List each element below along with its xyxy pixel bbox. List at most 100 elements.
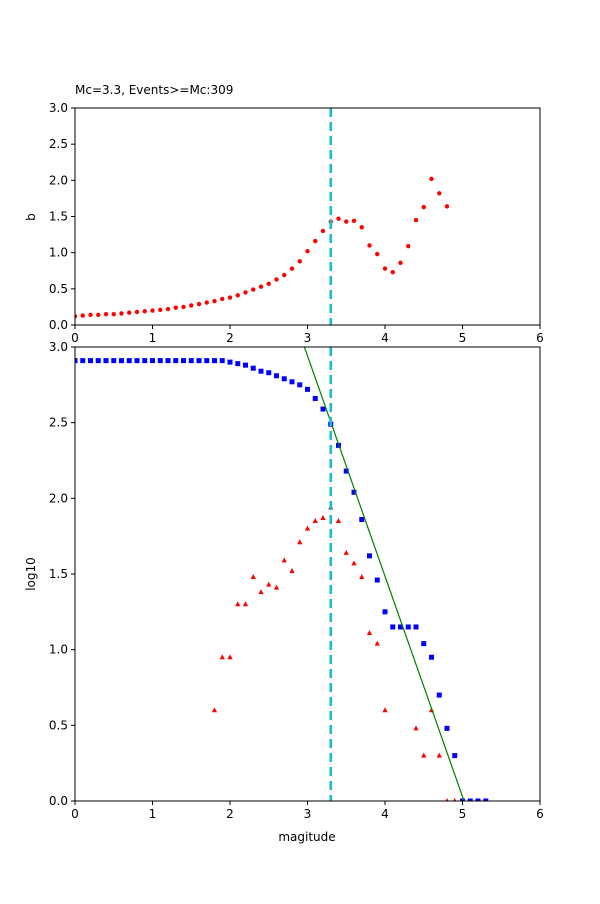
x-tick-label: 6 — [536, 331, 544, 345]
magnitude-frequency-plot: log10 magitude 0 1 2 3 4 5 6 0.0 0.5 1.0 1.5 2.0 2.5… — [24, 340, 544, 844]
fit-line — [303, 347, 465, 801]
bottom-plot-x-label: magitude — [278, 830, 335, 844]
data-point — [366, 630, 373, 636]
x-tick-label: 5 — [459, 331, 467, 345]
plot-marks — [75, 176, 450, 319]
data-point — [436, 692, 442, 698]
data-point — [119, 358, 124, 364]
data-point — [266, 281, 271, 286]
data-point — [475, 798, 481, 801]
data-point — [266, 581, 272, 587]
data-point — [374, 577, 380, 583]
data-point — [460, 798, 465, 801]
data-point — [312, 395, 318, 401]
data-point — [359, 225, 364, 230]
top-plot-y-label: b — [24, 213, 38, 221]
data-point — [88, 358, 93, 364]
data-point — [398, 624, 403, 630]
data-point — [150, 358, 155, 364]
data-point — [297, 539, 303, 545]
data-point — [111, 311, 116, 317]
y-tick-label: 1.5 — [49, 210, 68, 224]
data-point — [483, 798, 489, 801]
y-tick-label: 1.0 — [49, 643, 68, 657]
data-point — [134, 309, 140, 315]
data-point — [405, 624, 411, 630]
b-value-plot: Mc=3.3, Events>=Mc:309 b 0 1 2 3 4 5 6 0.0 0.5 1.… — [24, 83, 544, 345]
data-point — [189, 303, 194, 308]
data-point — [444, 725, 450, 731]
data-point — [88, 312, 93, 318]
x-tick-label: 1 — [149, 807, 157, 821]
data-point — [119, 311, 124, 316]
data-point — [196, 301, 202, 307]
x-tick-label: 3 — [304, 807, 312, 821]
x-tick-label: 6 — [536, 807, 544, 821]
data-point — [390, 269, 395, 275]
data-point — [344, 219, 349, 224]
data-point — [444, 204, 450, 209]
data-point — [235, 293, 240, 298]
data-point — [227, 359, 233, 365]
data-point — [320, 515, 326, 521]
data-point — [413, 624, 419, 630]
data-point — [313, 238, 318, 244]
data-point — [282, 272, 287, 278]
data-point — [382, 707, 388, 713]
data-point — [413, 725, 419, 731]
x-tick-label: 1 — [149, 331, 157, 345]
data-point — [320, 228, 326, 234]
data-point — [204, 300, 209, 305]
data-point — [181, 358, 186, 364]
y-tick-label: 2.5 — [49, 416, 68, 430]
data-point — [335, 518, 342, 524]
data-point — [103, 311, 109, 317]
y-tick-label: 0.5 — [49, 282, 68, 296]
data-point — [243, 290, 248, 295]
data-point — [281, 557, 287, 563]
top-plot-frame — [74, 107, 541, 326]
data-point — [158, 307, 163, 313]
data-point — [452, 753, 458, 759]
data-point — [243, 362, 248, 368]
data-point — [336, 216, 341, 221]
data-point — [219, 654, 225, 660]
data-point — [274, 277, 279, 282]
data-point — [181, 304, 186, 310]
data-point — [305, 386, 310, 392]
data-point — [421, 641, 427, 647]
bottom-plot-frame — [74, 346, 541, 802]
data-point — [150, 308, 155, 313]
data-point — [173, 305, 178, 310]
plot-marks — [75, 347, 489, 801]
y-tick-label: 1.5 — [49, 567, 68, 581]
data-point — [165, 306, 171, 312]
data-point — [227, 654, 233, 660]
data-point — [142, 309, 147, 314]
data-point — [398, 260, 403, 265]
data-point — [212, 298, 217, 304]
x-tick-label: 2 — [226, 331, 234, 345]
data-point — [351, 218, 357, 224]
data-point — [96, 312, 101, 318]
x-tick-label: 0 — [71, 331, 79, 345]
data-point — [227, 295, 233, 300]
data-point — [351, 560, 357, 566]
data-point — [220, 296, 225, 302]
data-point — [188, 358, 194, 364]
data-point — [359, 517, 365, 523]
data-point — [421, 204, 426, 210]
data-point — [467, 798, 473, 801]
x-tick-label: 3 — [304, 331, 312, 345]
bottom-plot-y-label: log10 — [24, 557, 38, 591]
y-tick-label: 1.0 — [49, 246, 68, 260]
x-tick-label: 4 — [381, 331, 389, 345]
data-point — [343, 549, 349, 555]
data-point — [258, 589, 264, 595]
top-plot-title: Mc=3.3, Events>=Mc:309 — [75, 83, 233, 97]
data-point — [382, 609, 388, 615]
data-point — [196, 358, 202, 364]
x-tick-label: 2 — [226, 807, 234, 821]
data-point — [258, 368, 264, 374]
